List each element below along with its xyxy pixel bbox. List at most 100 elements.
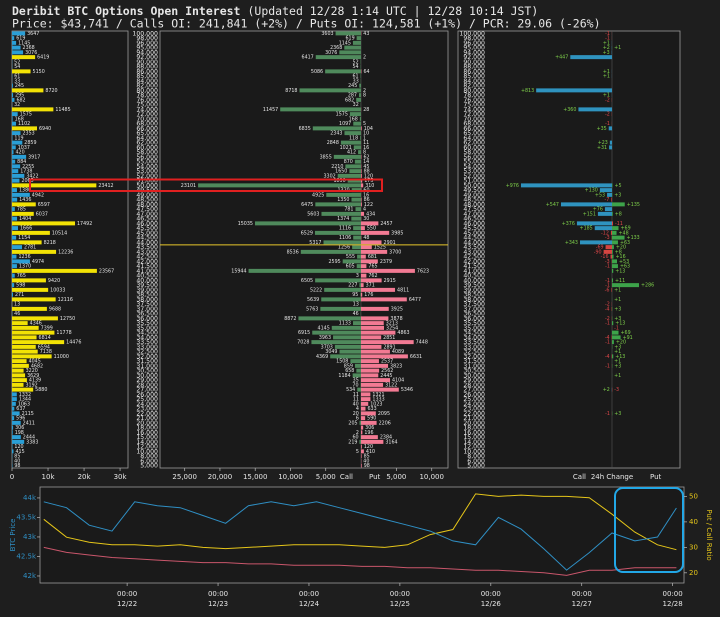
y-tick-label: 23,000 (463, 406, 485, 413)
bar (612, 221, 614, 226)
bar (361, 169, 362, 174)
y-tick-label: 35,500 (463, 320, 485, 327)
bar-label: 6505 (301, 278, 313, 284)
y-tick-label: 25,000 (463, 396, 485, 403)
bar-label: 2848 (327, 140, 339, 146)
bar-label: +976 (506, 183, 519, 189)
y-tick-label: 45,000 (463, 230, 485, 237)
bar (612, 230, 617, 235)
bar-label: 2457 (380, 221, 392, 227)
bar-label: 16 (363, 192, 369, 198)
bar-label: +185 (580, 226, 593, 232)
bar-label: 6915 (298, 330, 310, 336)
bar (12, 45, 21, 50)
bar-label: 5 (356, 449, 359, 455)
x-tick-label: 00:00 (481, 590, 501, 598)
line (43, 546, 677, 576)
bar (361, 211, 365, 216)
y-tick-label: 31,500 (136, 358, 158, 365)
bar (12, 50, 24, 55)
y-tick-label: 68,000 (463, 121, 485, 128)
bar (12, 173, 25, 178)
bar-label: 6475 (301, 202, 313, 208)
y-tick-label: 33,000 (136, 344, 158, 351)
bar (361, 373, 379, 378)
bar (612, 254, 614, 259)
bar-label: 6835 (299, 126, 311, 132)
bar (361, 411, 376, 416)
bar (12, 382, 24, 387)
bar (578, 107, 612, 112)
bar (12, 278, 46, 283)
bar-label: 54 (353, 64, 359, 70)
y-tick-label: 84,000 (463, 78, 485, 85)
bar (12, 430, 13, 435)
y-tick-label: 78,000 (136, 92, 158, 99)
bar-label: 3855 (320, 154, 332, 160)
bar-label: 2891 (383, 344, 395, 350)
bar-label: 5222 (310, 287, 322, 293)
y-tick-label: 10,000 (136, 448, 158, 455)
bar-label: 3878 (390, 316, 402, 322)
y2-tick-label: 30 (689, 543, 698, 551)
line (43, 493, 677, 551)
bar (312, 126, 361, 131)
bar-label: 14 (363, 159, 369, 165)
bar-label: 6940 (39, 126, 51, 132)
y-tick-label: 53,000 (463, 168, 485, 175)
bar-label: 2 (363, 55, 366, 61)
bar-label: +13 (615, 268, 625, 274)
x-tick-label: 10,000 (419, 473, 444, 481)
bar (361, 439, 384, 444)
y-tick-label: 20,000 (136, 420, 158, 427)
bar-label: 5086 (311, 69, 323, 75)
bar-label: 2065 (21, 178, 33, 184)
bar-label: 7623 (417, 268, 429, 274)
y-tick-label: 37,500 (136, 301, 158, 308)
bar (12, 287, 49, 292)
bar-label: +1 (603, 40, 610, 46)
bar (347, 178, 361, 183)
y-tick-label: 30,500 (463, 368, 485, 375)
bar (520, 183, 612, 188)
bar (612, 245, 614, 250)
highlight-box (614, 487, 684, 573)
bar-label: 5346 (401, 387, 413, 393)
y-tick-label: 6,000 (140, 458, 158, 465)
bar-label: +813 (521, 88, 534, 94)
y-tick-label: 52,000 (136, 173, 158, 180)
bar-label: 4811 (397, 287, 409, 293)
bar (12, 197, 18, 202)
bar (12, 183, 97, 188)
y-tick-label: 30,000 (136, 372, 158, 379)
y-tick-label: 38,500 (136, 292, 158, 299)
y-tick-label: 16,000 (463, 429, 485, 436)
bar (12, 69, 31, 74)
y-tick-label: 39,000 (463, 287, 485, 294)
x-tick-label: 00:00 (208, 590, 228, 598)
bar-label: 2537 (381, 359, 393, 365)
bar-label: 3213 (386, 321, 398, 327)
y-tick-label: 22,000 (463, 410, 485, 417)
bar-label: +447 (555, 55, 568, 61)
bar (12, 373, 26, 378)
bar-label: -4 (605, 306, 610, 312)
y-tick-label: 75,000 (463, 102, 485, 109)
bar (361, 292, 363, 297)
bar-label: 6419 (37, 55, 49, 61)
y-tick-label: 5,000 (467, 463, 485, 470)
bar-label: 1404 (19, 216, 31, 222)
y-tick-label: 64,000 (136, 135, 158, 142)
y-tick-label: 15,000 (463, 434, 485, 441)
bar (352, 373, 361, 378)
bar-label: +53 (595, 192, 605, 198)
bar-label: 7399 (41, 325, 53, 331)
bar (12, 126, 38, 131)
bar-label: 88 (364, 169, 370, 175)
bar (576, 221, 612, 226)
bar (12, 344, 36, 349)
bar-label: +1 (603, 69, 610, 75)
bar-label: +76 (593, 207, 603, 213)
bar-label: 2595 (328, 259, 340, 265)
y-tick-label: 80,000 (136, 87, 158, 94)
